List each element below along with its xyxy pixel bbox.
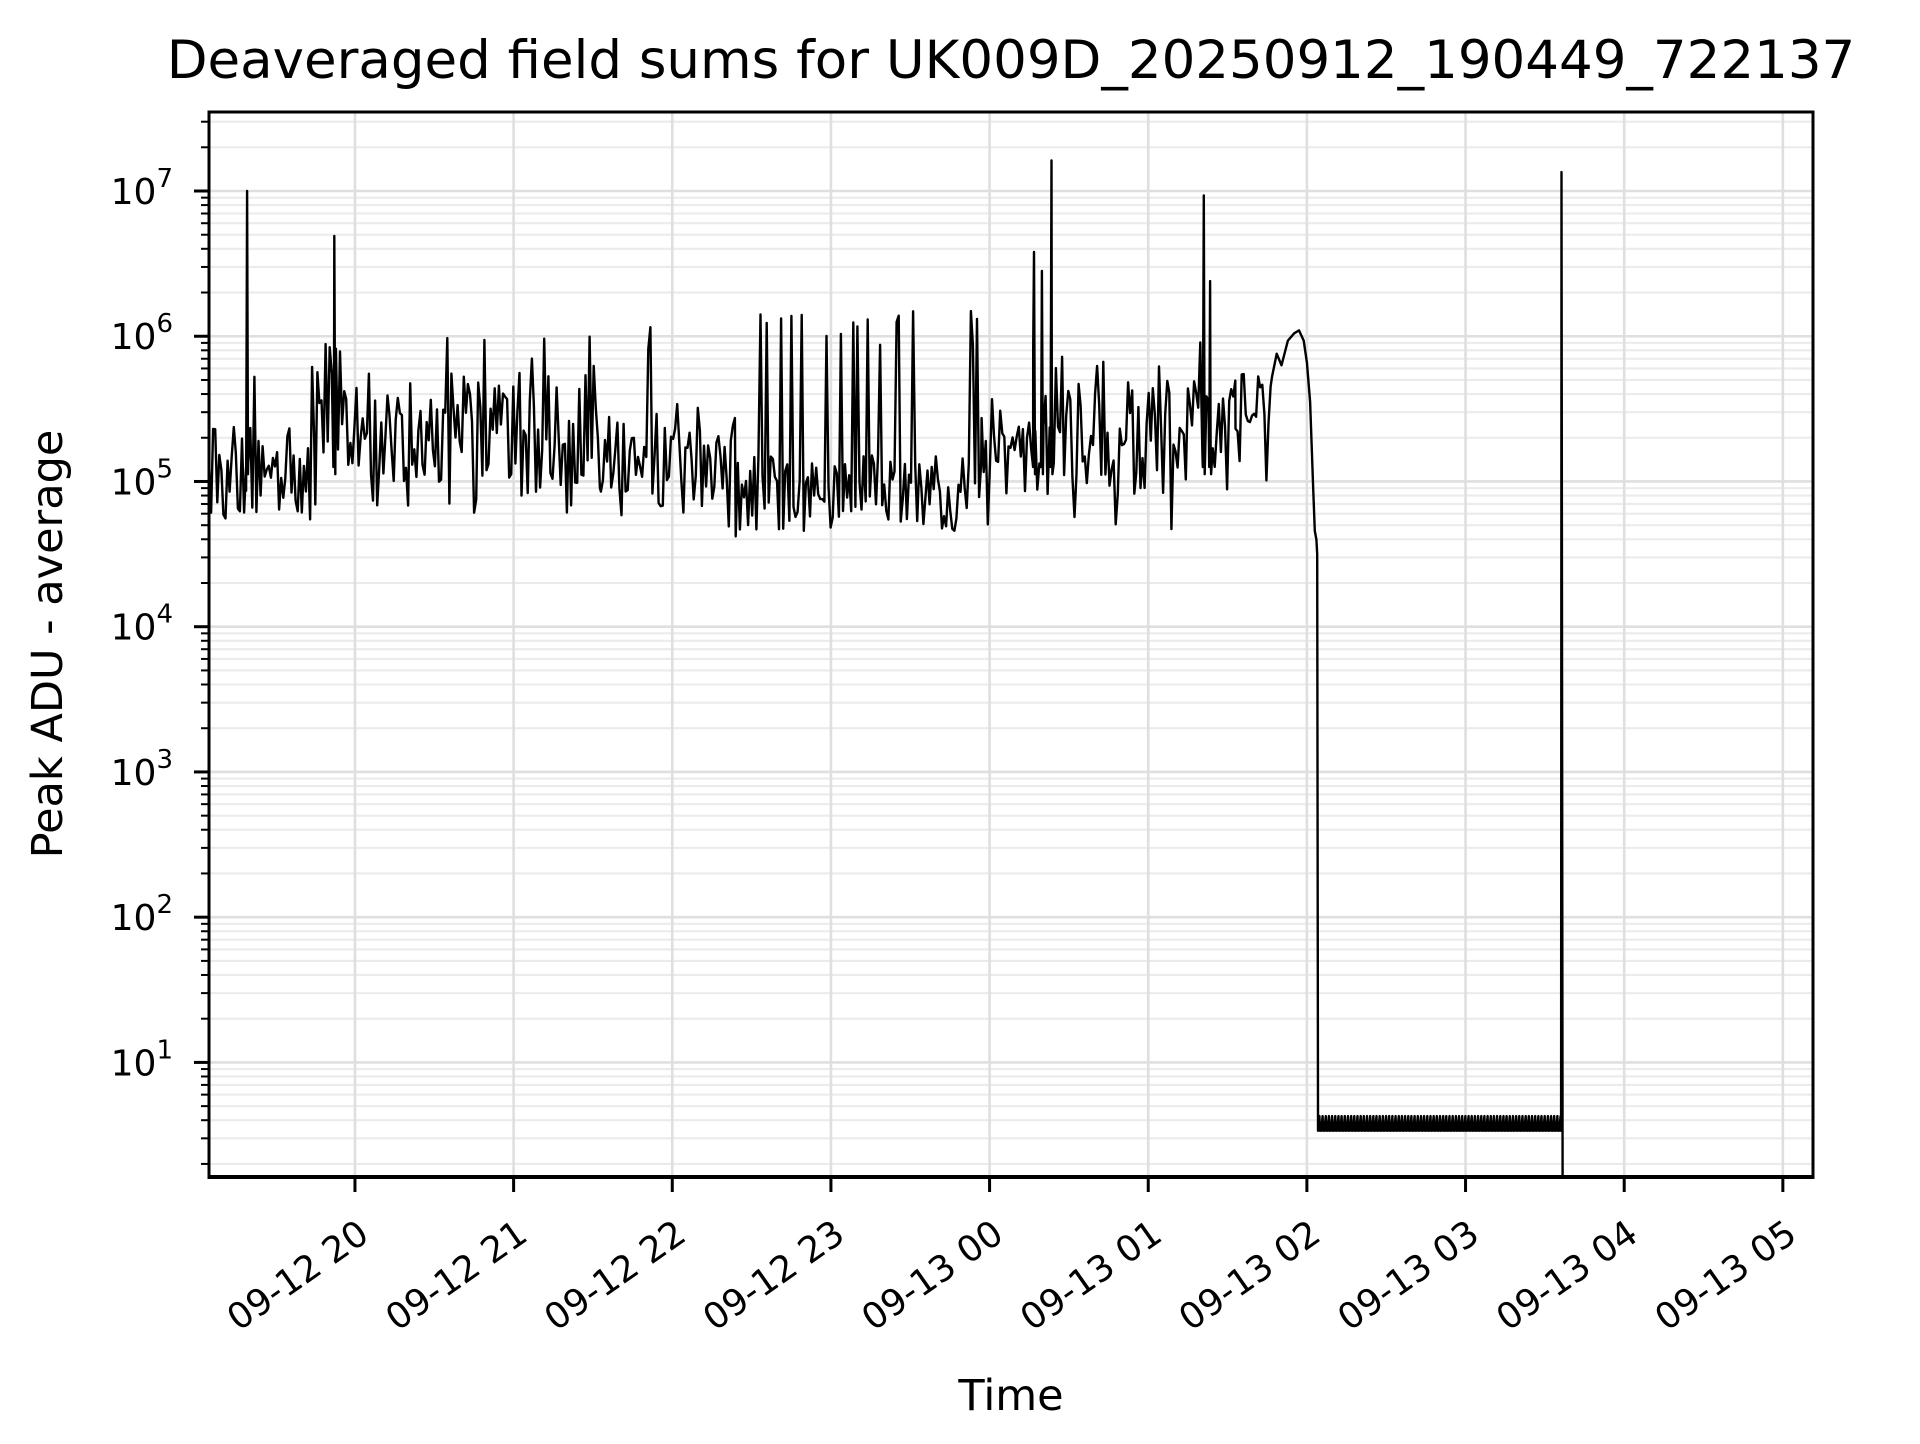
- y-tick-label: 106: [111, 309, 173, 358]
- axes-layer: [194, 110, 1815, 1192]
- y-axis-label: Peak ADU - average: [23, 430, 73, 859]
- y-tick-label: 105: [111, 454, 173, 503]
- x-axis-label: Time: [957, 1371, 1063, 1421]
- grid-layer: [209, 112, 1813, 1177]
- chart-title: Deaveraged field sums for UK009D_2025091…: [167, 30, 1856, 91]
- y-tick-label: 102: [111, 890, 173, 939]
- plot-area: [209, 112, 1813, 1177]
- y-tick-label: 103: [111, 745, 173, 794]
- y-tick-label: 107: [111, 164, 173, 213]
- data-layer: [209, 159, 1564, 1177]
- y-tick-label: 104: [111, 600, 173, 649]
- y-tick-label: 101: [111, 1035, 173, 1084]
- data-line: [209, 159, 1564, 1177]
